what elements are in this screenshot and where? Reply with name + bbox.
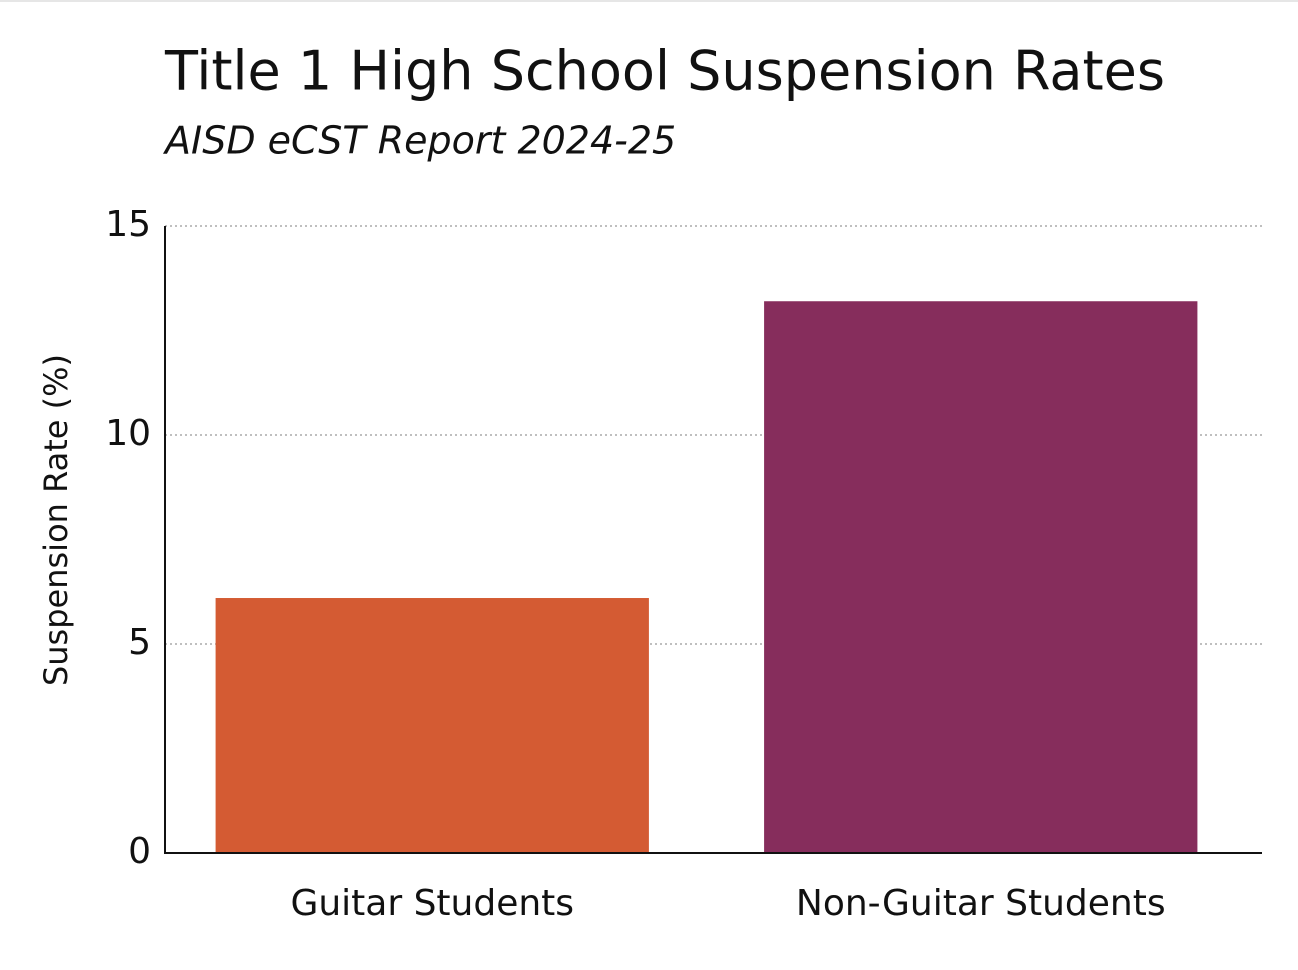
y-tick-label: 10 — [105, 413, 151, 454]
chart-title: Title 1 High School Suspension Rates — [164, 40, 1165, 103]
y-axis-label: Suspension Rate (%) — [37, 354, 75, 686]
y-tick-label: 5 — [128, 622, 151, 663]
y-tick-label: 15 — [105, 204, 151, 245]
bar — [764, 301, 1198, 853]
x-tick-label: Guitar Students — [290, 883, 574, 924]
bar — [215, 598, 649, 853]
x-tick-label: Non-Guitar Students — [796, 883, 1166, 924]
chart-subtitle: AISD eCST Report 2024-25 — [162, 119, 676, 163]
y-tick-label: 0 — [128, 831, 151, 872]
